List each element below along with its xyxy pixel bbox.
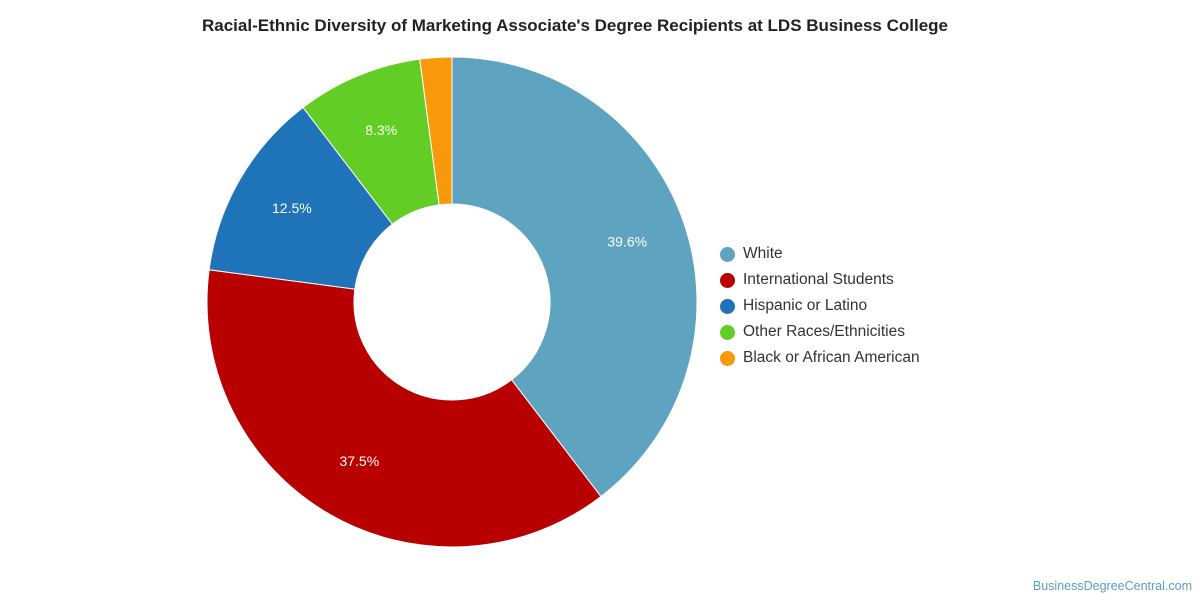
legend-label: Hispanic or Latino bbox=[743, 297, 868, 314]
legend-swatch bbox=[720, 246, 735, 262]
legend-swatch bbox=[720, 272, 735, 288]
legend-swatch bbox=[720, 298, 735, 314]
slice-black-or-african-american bbox=[419, 56, 453, 206]
slices-group bbox=[206, 56, 698, 548]
watermark: BusinessDegreeCentral.com bbox=[1032, 579, 1192, 593]
slice-label-white: 39.6% bbox=[607, 233, 647, 249]
legend-item-hispanic-or-latino: Hispanic or Latino bbox=[720, 293, 920, 319]
legend-item-other-races-ethnicities: Other Races/Ethnicities bbox=[720, 319, 920, 345]
chart-title: Racial-Ethnic Diversity of Marketing Ass… bbox=[202, 16, 948, 35]
legend: White International Students Hispanic or L… bbox=[720, 241, 920, 371]
legend-label: Black or African American bbox=[743, 349, 920, 366]
legend-swatch bbox=[720, 350, 735, 366]
slice-hispanic-or-latino bbox=[208, 106, 394, 290]
legend-label: International Students bbox=[743, 271, 894, 288]
slice-white bbox=[451, 56, 698, 498]
legend-label: Other Races/Ethnicities bbox=[743, 323, 905, 340]
legend-item-international-students: International Students bbox=[720, 267, 920, 293]
slice-label-international-students: 37.5% bbox=[339, 453, 379, 469]
slice-label-other-races-ethnicities: 8.3% bbox=[365, 122, 397, 138]
slice-label-hispanic-or-latino: 12.5% bbox=[272, 200, 312, 216]
legend-label: White bbox=[743, 245, 783, 262]
legend-item-white: White bbox=[720, 241, 920, 267]
legend-item-black-or-african-american: Black or African American bbox=[720, 345, 920, 371]
slice-labels-group: 39.6% 37.5% 12.5% 8.3% bbox=[272, 122, 647, 469]
slice-international-students bbox=[206, 269, 602, 548]
legend-swatch bbox=[720, 324, 735, 340]
